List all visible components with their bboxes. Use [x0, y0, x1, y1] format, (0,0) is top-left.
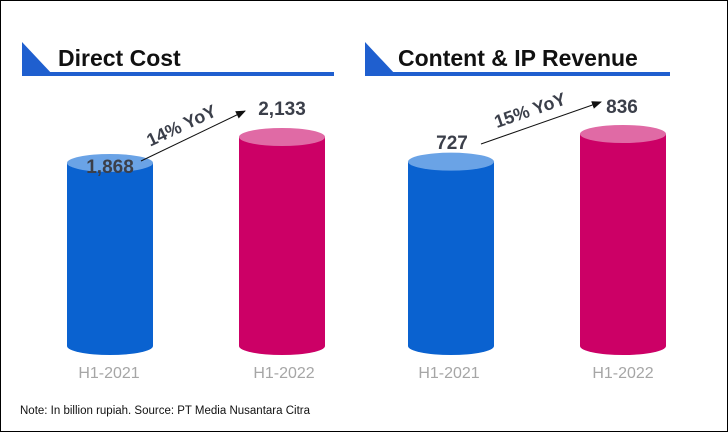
x-tick-label: H1-2021	[418, 365, 479, 382]
x-tick-label: H1-2022	[592, 365, 653, 382]
cylinder-body	[580, 134, 666, 355]
growth-arrow	[480, 101, 602, 145]
cylinder-body	[67, 162, 153, 355]
title-underline	[365, 72, 670, 76]
growth-label: 15% YoY	[492, 89, 569, 132]
cylinder-body	[239, 137, 325, 355]
panel-content-ip-revenue: Content & IP Revenue 727 836 15% YoY H1-…	[365, 42, 670, 382]
title-triangle-icon	[365, 42, 396, 75]
data-label: 2,133	[258, 99, 306, 120]
cylinder-bar	[408, 152, 494, 355]
cylinder-body	[408, 161, 494, 355]
panel-title: Direct Cost	[58, 45, 181, 71]
cylinder-bar	[239, 128, 325, 355]
cylinder-top	[580, 125, 666, 143]
growth-label: 14% YoY	[144, 101, 220, 151]
data-label: 836	[606, 97, 638, 118]
x-tick-label: H1-2021	[78, 365, 139, 382]
x-tick-label: H1-2022	[253, 365, 314, 382]
title-triangle-icon	[22, 42, 53, 75]
footnote: Note: In billion rupiah. Source: PT Medi…	[20, 405, 310, 417]
cylinder-top	[67, 153, 153, 172]
cylinder-bar	[67, 153, 153, 355]
title-underline	[22, 72, 334, 76]
cylinder-bar	[580, 125, 666, 355]
data-label: 727	[436, 133, 468, 154]
panel-title: Content & IP Revenue	[398, 45, 638, 71]
cylinder-top	[408, 152, 494, 171]
cylinder-top	[239, 128, 325, 146]
growth-arrow	[140, 110, 246, 162]
panel-direct-cost: Direct Cost 1,868 2,133 14% YoY H1-2021 …	[22, 42, 334, 382]
data-label: 1,868	[86, 157, 134, 178]
